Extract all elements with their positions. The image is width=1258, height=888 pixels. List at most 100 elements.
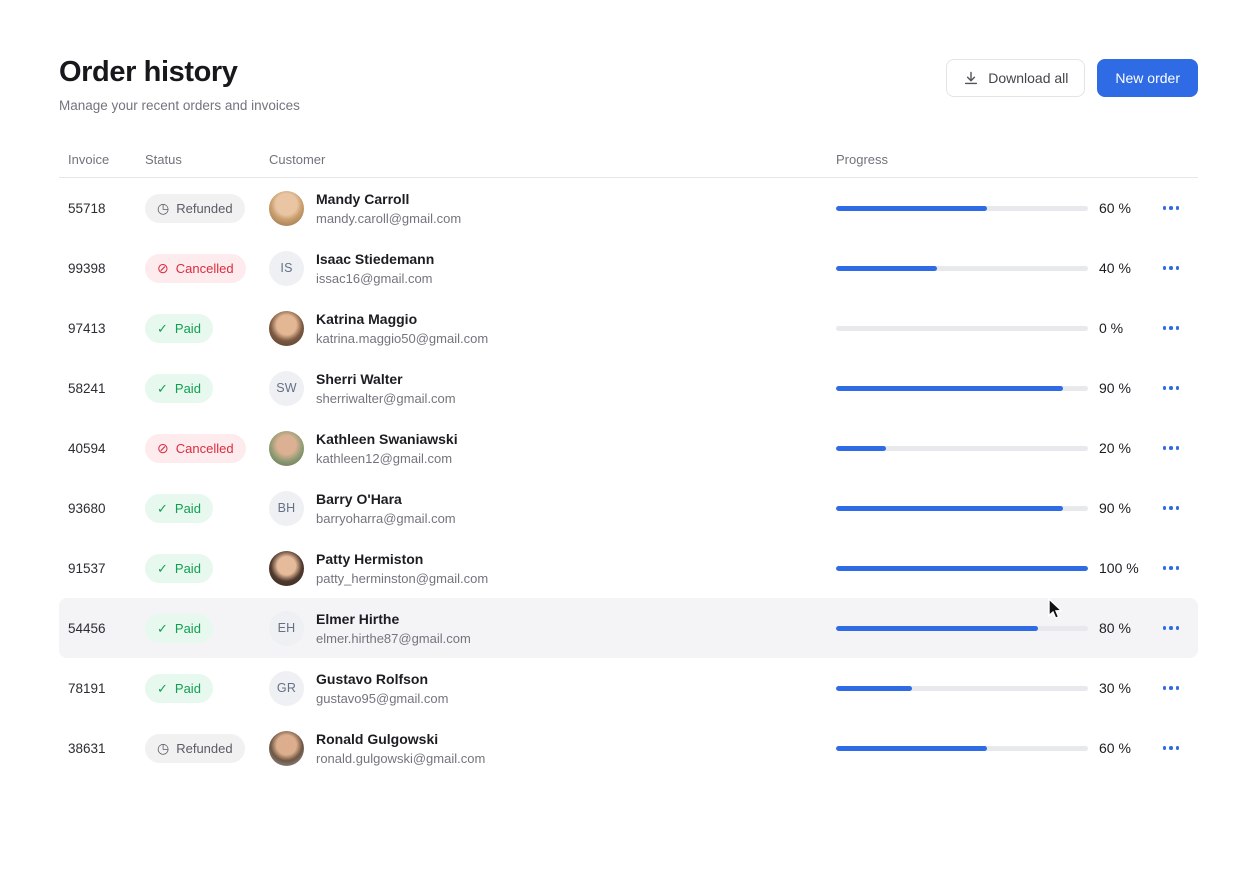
row-menu-button[interactable] [1158, 376, 1184, 400]
check-icon [157, 381, 168, 396]
progress-bar [836, 205, 1088, 211]
table-row[interactable]: 58241 Paid SW Sherri Walter sherriwalter@… [59, 358, 1198, 418]
progress-value: 90 % [1099, 380, 1131, 396]
avatar: BH [269, 490, 304, 526]
check-icon [157, 561, 168, 576]
customer-name: Sherri Walter [316, 370, 403, 387]
progress-value: 0 % [1099, 320, 1124, 336]
download-all-label: Download all [988, 70, 1069, 86]
order-history-page: Order history Manage your recent orders … [59, 0, 1198, 778]
customer-name: Patty Hermiston [316, 550, 424, 567]
progress-value: 60 % [1099, 740, 1131, 756]
customer-cell: GR Gustavo Rolfson gustavo95@gmail.com [269, 670, 836, 706]
invoice-number: 58241 [68, 380, 106, 396]
table-row[interactable]: 54456 Paid EH Elmer Hirthe elmer.hirthe87… [59, 598, 1198, 658]
status-badge: Paid [145, 493, 213, 523]
row-menu-button[interactable] [1158, 616, 1184, 640]
status-label: Paid [174, 500, 201, 516]
page-header: Order history Manage your recent orders … [59, 56, 1198, 113]
status-label: Paid [174, 680, 201, 696]
row-menu-button[interactable] [1158, 676, 1184, 700]
download-icon [963, 70, 979, 86]
customer-cell: Patty Hermiston patty_herminston@gmail.co… [269, 550, 836, 586]
invoice-number: 38631 [68, 740, 106, 756]
progress-bar [836, 745, 1088, 751]
status-badge: Refunded [145, 193, 245, 223]
status-badge: Cancelled [145, 433, 246, 463]
table-row[interactable]: 55718 Refunded Mandy Carroll mandy.caroll… [59, 178, 1198, 238]
table-row[interactable]: 78191 Paid GR Gustavo Rolfson gustavo95@g… [59, 658, 1198, 718]
avatar: SW [269, 370, 304, 406]
avatar [269, 310, 304, 346]
row-menu-button[interactable] [1158, 556, 1184, 580]
progress-bar [836, 505, 1088, 511]
table-row[interactable]: 93680 Paid BH Barry O'Hara barryoharra@gm… [59, 478, 1198, 538]
table-row[interactable]: 97413 Paid Katrina Maggio katrina.maggio5… [59, 298, 1198, 358]
customer-name: Ronald Gulgowski [316, 730, 439, 747]
progress-bar [836, 265, 1088, 271]
status-badge: Paid [145, 613, 213, 643]
status-badge: Paid [145, 673, 213, 703]
customer-email: mandy.caroll@gmail.com [316, 210, 462, 226]
column-header-invoice: Invoice [68, 151, 110, 167]
invoice-number: 97413 [68, 320, 106, 336]
progress-value: 80 % [1099, 620, 1131, 636]
status-label: Paid [174, 320, 201, 336]
status-badge: Refunded [145, 733, 245, 763]
avatar [269, 550, 304, 586]
avatar [269, 730, 304, 766]
row-menu-button[interactable] [1158, 316, 1184, 340]
invoice-number: 93680 [68, 500, 106, 516]
customer-cell: Ronald Gulgowski ronald.gulgowski@gmail.c… [269, 730, 836, 766]
customer-email: patty_herminston@gmail.com [316, 570, 489, 586]
progress-value: 20 % [1099, 440, 1131, 456]
table-row[interactable]: 99398 Cancelled IS Isaac Stiedemann issac… [59, 238, 1198, 298]
progress-value: 30 % [1099, 680, 1131, 696]
customer-email: sherriwalter@gmail.com [316, 390, 456, 406]
progress-bar [836, 385, 1088, 391]
page-title: Order history [59, 56, 238, 88]
customer-email: elmer.hirthe87@gmail.com [316, 630, 471, 646]
progress-value: 90 % [1099, 500, 1131, 516]
table-row[interactable]: 40594 Cancelled Kathleen Swaniawski kathl… [59, 418, 1198, 478]
page-subtitle: Manage your recent orders and invoices [59, 98, 300, 113]
row-menu-button[interactable] [1158, 256, 1184, 280]
status-label: Paid [174, 620, 201, 636]
table-row[interactable]: 91537 Paid Patty Hermiston patty_herminst… [59, 538, 1198, 598]
row-menu-button[interactable] [1158, 436, 1184, 460]
customer-cell: EH Elmer Hirthe elmer.hirthe87@gmail.com [269, 610, 836, 646]
avatar: IS [269, 250, 304, 286]
progress-bar [836, 325, 1088, 331]
table-row[interactable]: 38631 Refunded Ronald Gulgowski ronald.gu… [59, 718, 1198, 778]
orders-table: Invoice Status Customer Progress 55718 R… [59, 141, 1198, 778]
table-header: Invoice Status Customer Progress [59, 141, 1198, 178]
new-order-button[interactable]: New order [1097, 59, 1198, 97]
status-badge: Cancelled [145, 253, 246, 283]
check-icon [157, 321, 168, 336]
customer-name: Gustavo Rolfson [316, 670, 429, 687]
invoice-number: 40594 [68, 440, 106, 456]
invoice-number: 54456 [68, 620, 106, 636]
progress-bar [836, 445, 1088, 451]
status-label: Paid [174, 380, 201, 396]
status-label: Cancelled [175, 440, 234, 456]
customer-cell: Katrina Maggio katrina.maggio50@gmail.com [269, 310, 836, 346]
row-menu-button[interactable] [1158, 196, 1184, 220]
progress-value: 40 % [1099, 260, 1131, 276]
check-icon [157, 681, 168, 696]
customer-email: gustavo95@gmail.com [316, 690, 449, 706]
customer-cell: SW Sherri Walter sherriwalter@gmail.com [269, 370, 836, 406]
cancel-icon [157, 261, 169, 276]
status-label: Refunded [176, 200, 233, 216]
column-header-progress: Progress [836, 151, 889, 167]
customer-email: barryoharra@gmail.com [316, 510, 456, 526]
download-all-button[interactable]: Download all [946, 59, 1086, 97]
row-menu-button[interactable] [1158, 496, 1184, 520]
customer-email: issac16@gmail.com [316, 270, 433, 286]
clock-icon [157, 201, 169, 216]
status-badge: Paid [145, 553, 213, 583]
progress-bar [836, 685, 1088, 691]
progress-value: 60 % [1099, 200, 1131, 216]
progress-value: 100 % [1099, 560, 1139, 576]
row-menu-button[interactable] [1158, 736, 1184, 760]
